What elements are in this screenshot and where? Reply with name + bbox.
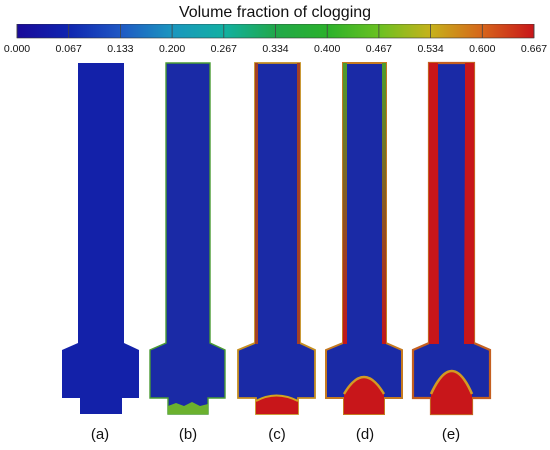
colorbar-tick-label: 0.267 [210,43,237,55]
colorbar-tick-label: 0.467 [365,43,393,55]
panel-e [411,61,492,416]
panel-label: (c) [268,426,286,443]
panel-label: (e) [441,426,461,443]
clog-deposit-e [431,371,472,414]
panel-a [62,63,139,414]
clog-deposit-d [344,377,384,414]
nozzle-body-d [325,62,403,415]
colorbar-tick-label: 0.667 [520,43,548,55]
colorbar-tick-label: 0.133 [107,43,134,55]
side-clog-right-d [382,63,386,344]
colorbar-ticks [16,24,535,38]
clog-deposit-edge-d [342,376,386,395]
side-clog-left-c [255,63,258,344]
nozzle-body-e [411,61,492,416]
panel-c [237,62,316,415]
clog-deposit-b [168,402,208,414]
colorbar-tick-label: 0.000 [3,43,31,55]
colorbar-tick-label: 0.200 [158,43,186,55]
colorbar-tick-label: 0.334 [262,43,289,55]
clog-deposit-edge-e [429,369,474,395]
side-clog-right-c [297,63,300,344]
clog-deposit-c [256,395,298,414]
side-clog-right-e [464,63,474,344]
side-clog-left-e [429,63,439,344]
side-clog-left-d [343,63,347,344]
colorbar [16,24,535,39]
colorbar-tick-label: 0.600 [469,43,496,55]
panel-label: (b) [178,426,198,443]
panel-label: (d) [355,426,375,443]
panel-b [149,62,226,415]
nozzle-body-b [149,62,226,415]
clog-deposit-edge-c [255,394,299,402]
colorbar-tick-label: 0.067 [55,43,82,55]
panel-label: (a) [90,426,110,443]
nozzle-body-c [237,62,316,415]
panel-d [325,62,403,415]
colorbar-tick-label: 0.400 [314,43,341,55]
colorbar-title: Volume fraction of clogging [178,4,372,21]
colorbar-tick-label: 0.534 [417,43,444,55]
nozzle-body-a [62,63,139,414]
